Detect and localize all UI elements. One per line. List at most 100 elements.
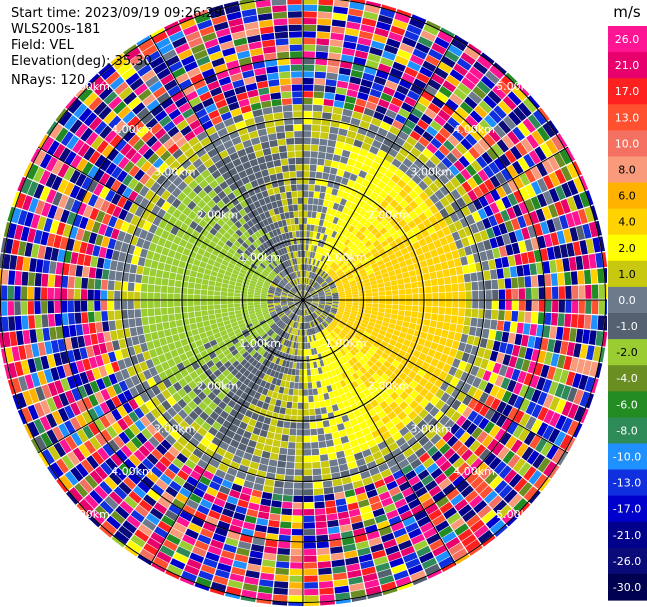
velocity-gate	[327, 314, 334, 320]
velocity-gate	[495, 171, 507, 185]
velocity-gate	[414, 141, 426, 153]
velocity-gate	[188, 437, 200, 448]
velocity-gate	[323, 99, 334, 107]
velocity-gate	[209, 364, 218, 373]
velocity-gate	[294, 300, 301, 303]
velocity-gate	[154, 308, 161, 316]
velocity-gate	[443, 507, 457, 520]
velocity-gate	[496, 401, 507, 414]
velocity-gate	[479, 119, 493, 133]
velocity-gate	[247, 302, 254, 306]
velocity-gate	[0, 332, 5, 348]
velocity-gate	[347, 158, 356, 167]
velocity-gate	[494, 330, 503, 342]
velocity-gate	[321, 263, 326, 270]
velocity-gate	[43, 369, 54, 383]
velocity-gate	[384, 222, 393, 231]
velocity-gate	[435, 550, 451, 563]
velocity-gate	[362, 203, 371, 212]
velocity-gate	[195, 416, 205, 427]
velocity-gate	[305, 271, 308, 278]
velocity-gate	[369, 334, 377, 341]
velocity-gate	[287, 297, 294, 299]
velocity-gate	[358, 170, 367, 179]
velocity-gate	[227, 296, 234, 300]
velocity-gate	[50, 247, 59, 261]
velocity-gate	[400, 247, 409, 255]
velocity-gate	[341, 317, 348, 323]
velocity-gate	[207, 309, 215, 315]
velocity-gate	[136, 353, 145, 363]
velocity-gate	[517, 102, 532, 118]
velocity-gate	[288, 312, 293, 318]
velocity-gate	[422, 131, 434, 142]
velocity-gate	[570, 271, 578, 285]
velocity-gate	[330, 285, 337, 290]
velocity-gate	[343, 284, 351, 289]
velocity-gate	[182, 504, 196, 516]
velocity-gate	[331, 263, 338, 270]
velocity-gate	[345, 306, 352, 310]
velocity-gate	[492, 362, 502, 374]
velocity-gate	[261, 342, 268, 349]
velocity-gate	[599, 347, 606, 363]
velocity-gate	[179, 540, 194, 552]
velocity-gate	[287, 298, 294, 300]
velocity-gate	[156, 404, 167, 415]
velocity-gate	[297, 309, 300, 315]
velocity-gate	[206, 360, 215, 368]
velocity-gate	[363, 211, 372, 220]
velocity-gate	[54, 275, 62, 288]
velocity-gate	[234, 296, 241, 300]
velocity-gate	[148, 276, 156, 285]
velocity-gate	[214, 295, 221, 300]
velocity-gate	[78, 443, 91, 458]
velocity-gate	[257, 315, 264, 320]
velocity-gate	[254, 369, 262, 378]
velocity-gate	[131, 436, 143, 449]
velocity-gate	[337, 204, 345, 212]
velocity-gate	[456, 185, 467, 197]
velocity-gate	[294, 469, 303, 476]
velocity-gate	[274, 304, 281, 308]
velocity-gate	[331, 321, 338, 327]
velocity-gate	[530, 419, 543, 434]
velocity-gate	[337, 387, 345, 396]
velocity-gate	[60, 301, 68, 313]
velocity-gate	[429, 406, 440, 417]
velocity-gate	[263, 313, 270, 318]
velocity-gate	[572, 241, 582, 256]
velocity-gate	[139, 392, 150, 403]
velocity-gate	[278, 534, 291, 542]
velocity-gate	[376, 485, 388, 495]
velocity-gate	[370, 262, 379, 269]
velocity-gate	[232, 455, 243, 464]
velocity-gate	[316, 276, 322, 283]
velocity-gate	[413, 539, 428, 552]
velocity-gate	[344, 369, 352, 377]
velocity-gate	[493, 461, 507, 475]
velocity-gate	[179, 487, 192, 499]
velocity-gate	[123, 458, 137, 472]
velocity-gate	[501, 331, 510, 343]
velocity-gate	[394, 136, 406, 147]
velocity-gate	[386, 480, 398, 491]
velocity-gate	[109, 260, 118, 271]
velocity-gate	[416, 545, 431, 558]
velocity-gate	[254, 421, 263, 429]
velocity-gate	[317, 289, 324, 294]
velocity-gate	[280, 323, 286, 329]
velocity-gate	[375, 348, 384, 356]
velocity-gate	[100, 461, 113, 476]
velocity-gate	[306, 271, 309, 278]
velocity-gate	[437, 30, 453, 44]
velocity-gate	[160, 293, 167, 300]
velocity-gate	[307, 264, 311, 271]
velocity-gate	[284, 481, 294, 489]
velocity-gate	[318, 394, 325, 401]
velocity-gate	[521, 334, 529, 347]
velocity-gate	[213, 332, 222, 339]
velocity-gate	[325, 267, 332, 273]
velocity-gate	[319, 331, 325, 338]
velocity-gate	[99, 525, 113, 538]
